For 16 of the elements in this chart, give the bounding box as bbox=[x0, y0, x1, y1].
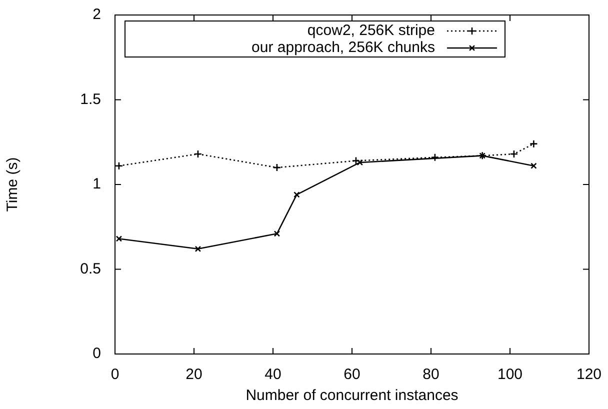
y-tick-label: 2 bbox=[92, 6, 101, 24]
y-tick-label: 1 bbox=[92, 176, 101, 193]
legend-label: qcow2, 256K stripe bbox=[307, 22, 435, 40]
x-tick-label: 80 bbox=[422, 366, 440, 384]
y-tick-label: 0.5 bbox=[80, 260, 101, 278]
x-tick-label: 40 bbox=[264, 366, 282, 384]
x-tick-label: 100 bbox=[497, 366, 523, 384]
y-tick-label: 0 bbox=[92, 345, 101, 362]
legend-label: our approach, 256K chunks bbox=[252, 39, 435, 56]
x-tick-label: 0 bbox=[110, 366, 120, 384]
x-tick-label: 120 bbox=[576, 366, 602, 384]
x-tick-label: 20 bbox=[186, 366, 202, 384]
x-tick-label: 60 bbox=[344, 366, 360, 384]
x-axis-title: Number of concurrent instances bbox=[246, 387, 458, 404]
y-tick-label: 1.5 bbox=[80, 90, 101, 108]
y-axis-title: Time (s) bbox=[4, 157, 22, 212]
